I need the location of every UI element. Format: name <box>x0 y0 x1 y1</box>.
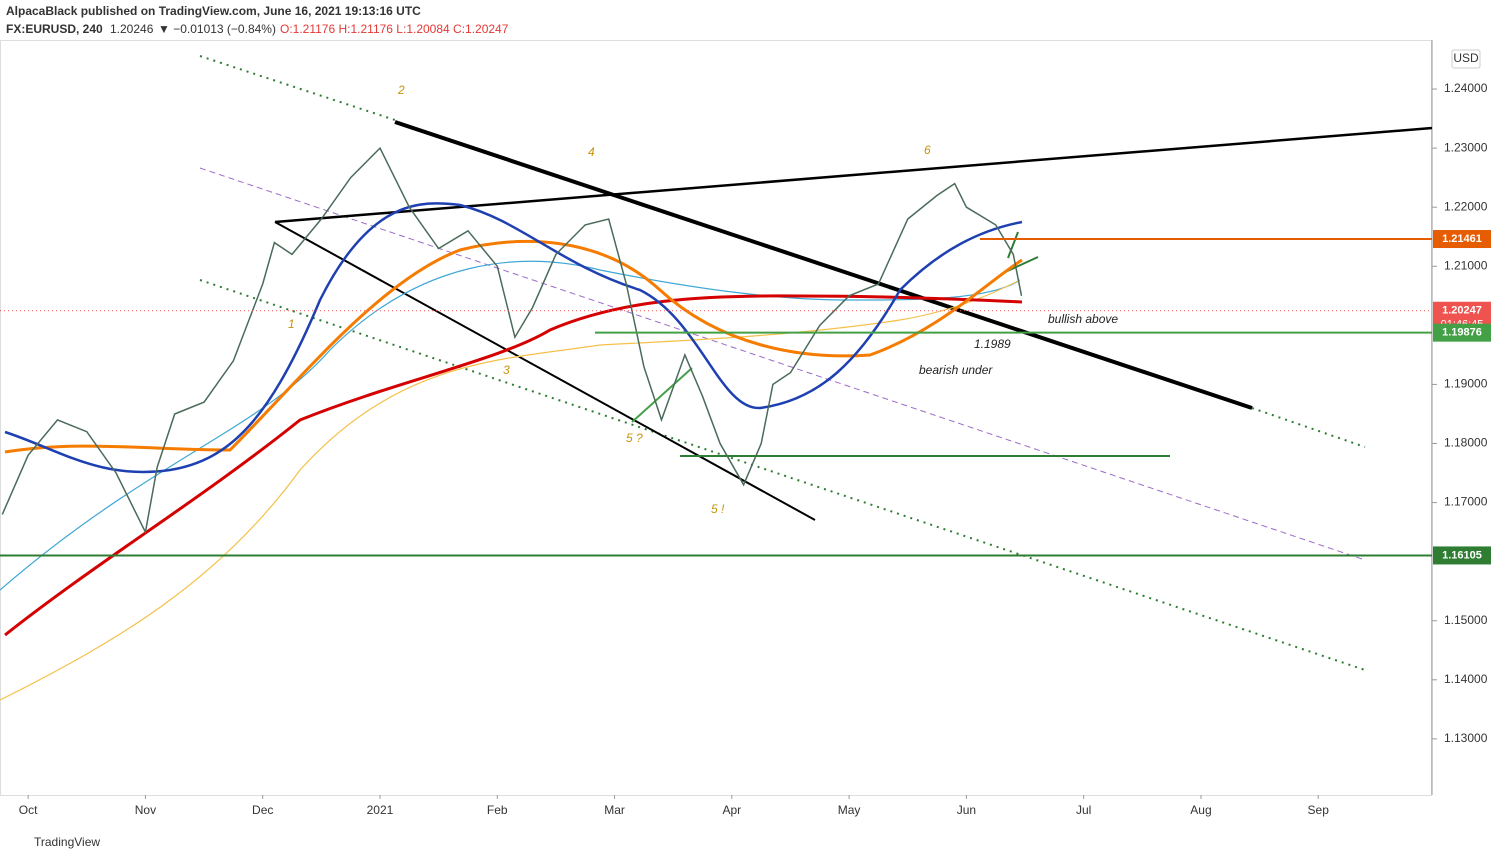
note: bullish above <box>1048 312 1118 326</box>
drawings <box>0 55 1433 701</box>
price-label: 1.16105 <box>1442 549 1482 561</box>
price-label: 1.21461 <box>1442 233 1482 245</box>
y-tick-label: 1.21000 <box>1444 258 1488 272</box>
x-tick-label: Oct <box>19 803 38 817</box>
x-tick-label: Sep <box>1308 803 1330 817</box>
y-tick-label: 1.17000 <box>1444 495 1488 509</box>
change: ▼ −0.01013 (−0.84%) <box>158 22 276 36</box>
x-tick-label: Apr <box>722 803 741 817</box>
symbol: FX:EURUSD, 240 <box>6 22 103 36</box>
plot-frame <box>0 40 1432 796</box>
x-tick-label: Dec <box>252 803 273 817</box>
currency: USD <box>1453 51 1479 65</box>
publisher: AlpacaBlack published on TradingView.com… <box>6 4 421 18</box>
x-tick-label: Nov <box>135 803 156 817</box>
annotation: 4 <box>588 145 595 159</box>
x-tick-label: Aug <box>1190 803 1211 817</box>
footer: TradingView <box>34 835 100 849</box>
y-tick-label: 1.24000 <box>1444 81 1488 95</box>
x-tick-label: 2021 <box>367 803 394 817</box>
price-label-box <box>1433 323 1491 342</box>
x-tick-label: Feb <box>487 803 508 817</box>
annotation: 2 <box>397 83 405 97</box>
price-label-box <box>1433 546 1491 565</box>
price-line <box>1 146 1023 535</box>
y-tick-label: 1.19000 <box>1444 377 1488 391</box>
price-label: 1.19876 <box>1442 327 1482 339</box>
currency-box <box>1451 49 1481 69</box>
annotation: 1 <box>288 317 295 331</box>
x-tick-label: Mar <box>604 803 625 817</box>
price-label-box <box>1433 230 1491 249</box>
y-tick-label: 1.18000 <box>1444 436 1488 450</box>
note: 1.1989 <box>974 337 1011 351</box>
annotation: 6 <box>924 143 931 157</box>
ohlc: O:1.21176 H:1.21176 L:1.20084 C:1.20247 <box>280 22 509 36</box>
y-tick-label: 1.23000 <box>1444 140 1488 154</box>
annotation: 5 ! <box>711 502 725 516</box>
y-tick-label: 1.22000 <box>1444 199 1488 213</box>
x-tick-label: May <box>838 803 861 817</box>
annotation: 3 <box>503 363 510 377</box>
y-tick-label: 1.13000 <box>1444 731 1488 745</box>
last: 1.20246 <box>110 22 154 36</box>
y-tick-label: 1.14000 <box>1444 672 1488 686</box>
x-tick-label: Jun <box>957 803 976 817</box>
note: bearish under <box>919 363 993 377</box>
x-tick-label: Jul <box>1076 803 1091 817</box>
price-label: 1.20247 <box>1442 305 1482 317</box>
annotation: 5 ? <box>626 431 643 445</box>
y-tick-label: 1.15000 <box>1444 613 1488 627</box>
